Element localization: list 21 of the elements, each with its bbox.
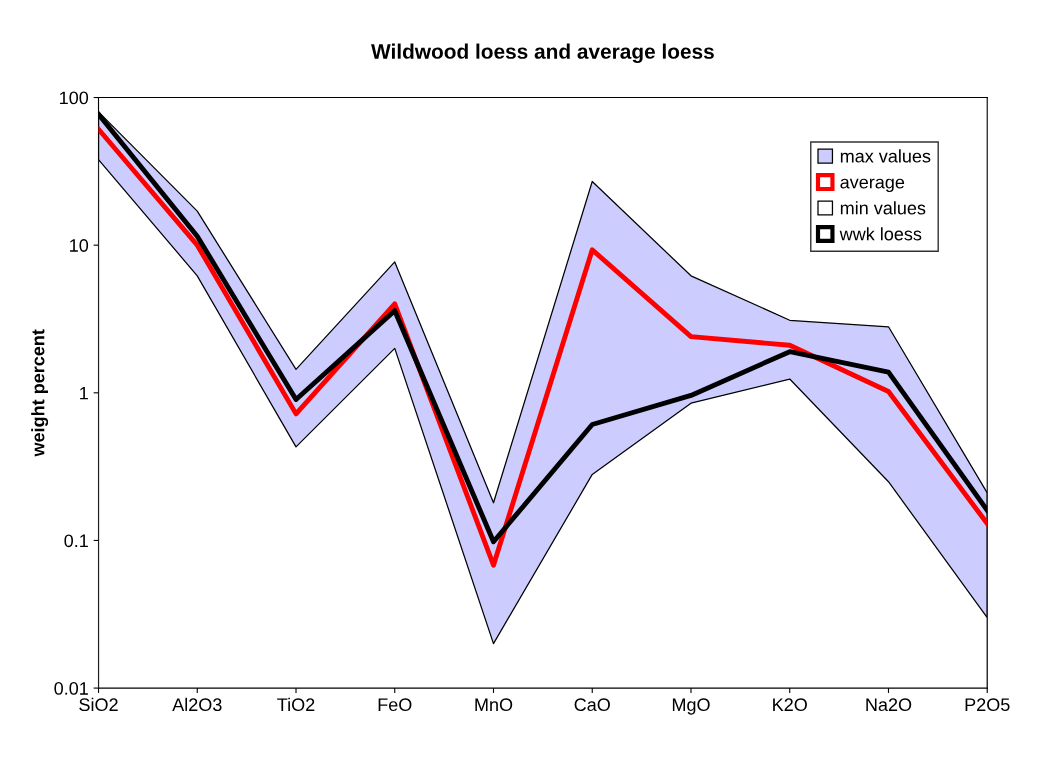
legend-label: min values bbox=[840, 201, 926, 215]
y-axis-title: weight percent bbox=[31, 329, 49, 457]
chart-title: Wildwood loess and average loess bbox=[371, 43, 714, 64]
y-tick-label: 10 bbox=[70, 239, 89, 252]
legend-label: average bbox=[840, 178, 905, 193]
x-tick-label: Na2O bbox=[866, 698, 912, 712]
x-tick-label: Al2O3 bbox=[172, 697, 222, 712]
x-tick-label: CaO bbox=[574, 698, 610, 712]
x-tick-label: MnO bbox=[475, 698, 513, 712]
x-tick-label: P2O5 bbox=[965, 698, 1010, 712]
y-tick-label: 1 bbox=[80, 386, 88, 400]
y-tick-label: 0.1 bbox=[64, 534, 88, 548]
legend-label: wwk loess bbox=[839, 227, 922, 241]
y-tick-label: 100 bbox=[60, 91, 89, 105]
x-tick-label: TiO2 bbox=[277, 697, 315, 712]
y-tick-label: 0.01 bbox=[54, 682, 88, 695]
x-tick-label: K2O bbox=[773, 698, 807, 712]
legend-label: max values bbox=[840, 149, 931, 163]
x-tick-label: FeO bbox=[378, 698, 412, 712]
x-tick-label: SiO2 bbox=[79, 697, 118, 712]
x-tick-label: MgO bbox=[672, 698, 710, 715]
